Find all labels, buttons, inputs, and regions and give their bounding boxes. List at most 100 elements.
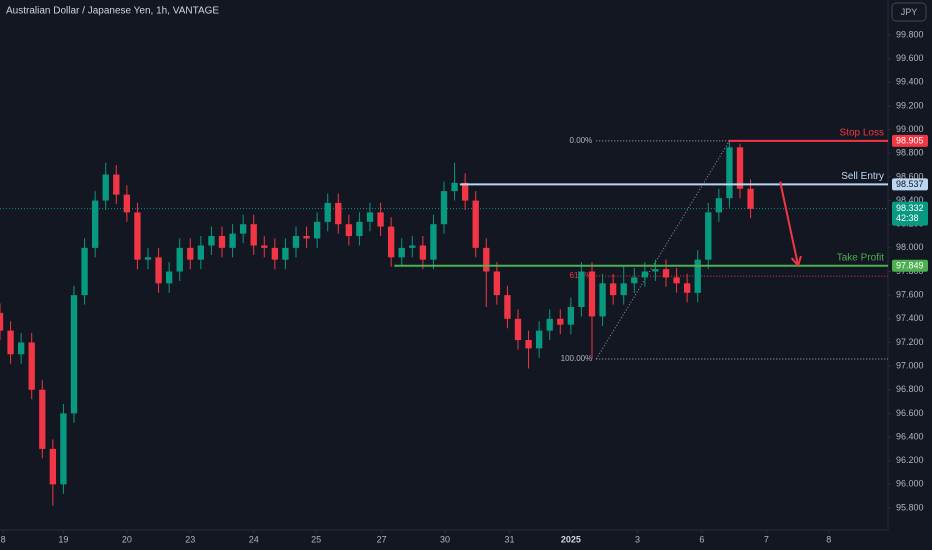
candle-body	[0, 312, 4, 331]
candle-body	[557, 318, 564, 325]
x-tick-label: 30	[440, 534, 450, 544]
candle-body	[356, 221, 363, 237]
candle-body	[599, 283, 606, 317]
level-tag-label: 97.849	[896, 261, 924, 271]
candle-body	[736, 147, 744, 189]
candle-body	[229, 233, 236, 248]
candle-body	[387, 226, 395, 258]
y-tick-label: 96.000	[896, 479, 924, 489]
candle-body	[250, 224, 257, 246]
y-tick-label: 98.000	[896, 242, 924, 252]
candle-body	[39, 389, 46, 449]
candle-body	[631, 277, 638, 284]
current-price-label: 98.332	[896, 203, 924, 213]
candle-body	[451, 182, 458, 192]
candle-body	[176, 247, 183, 272]
y-tick-label: 98.400	[896, 195, 924, 205]
candle-body	[102, 174, 109, 201]
candle-body	[472, 200, 479, 248]
candle-body	[81, 247, 88, 296]
y-tick-label: 99.800	[896, 29, 924, 39]
level-tag	[892, 259, 928, 272]
candle-body	[208, 236, 215, 246]
currency-button[interactable]	[891, 2, 927, 22]
candle-body	[525, 340, 532, 349]
candle-body	[335, 202, 342, 225]
x-tick-label: 2025	[561, 534, 581, 544]
y-tick-label: 97.000	[896, 360, 924, 370]
candle-body	[155, 257, 162, 284]
candle-body	[398, 247, 405, 258]
countdown-label: 42:38	[896, 213, 919, 223]
candle-body	[747, 188, 754, 209]
candle-body	[313, 221, 321, 239]
arrow-shaft	[779, 181, 800, 266]
x-tick-label: 19	[58, 534, 68, 544]
candle-body	[588, 271, 596, 317]
y-tick-label: 98.600	[896, 171, 924, 181]
y-tick-label: 96.600	[896, 408, 924, 418]
candle-body	[271, 247, 279, 260]
candle-body	[239, 224, 247, 234]
y-tick-label: 98.800	[896, 148, 924, 158]
candle-body	[113, 174, 120, 195]
level-tag-label: 98.537	[896, 179, 924, 189]
current-price-tag	[892, 201, 928, 226]
fib-label: 0.00%	[570, 136, 593, 145]
candle-body	[134, 212, 141, 260]
x-tick-label: 20	[122, 534, 132, 544]
candle-body	[409, 245, 416, 248]
y-tick-label: 96.400	[896, 431, 924, 441]
candle-body	[282, 247, 289, 260]
level-tag	[892, 134, 928, 147]
fib-label: 100.00%	[561, 354, 593, 363]
x-tick-label: 6	[699, 534, 704, 544]
x-tick-label: 23	[185, 534, 195, 544]
candle-body	[430, 224, 437, 260]
y-tick-label: 97.200	[896, 337, 924, 347]
candle-body	[49, 448, 57, 485]
candle-body	[7, 330, 14, 355]
candle-body	[440, 191, 448, 225]
candle-body	[461, 182, 469, 201]
candle-body	[197, 245, 205, 260]
candle-body	[70, 295, 78, 414]
candle-body	[609, 283, 617, 296]
candle-body	[535, 330, 543, 349]
level-name: Sell Entry	[841, 171, 884, 182]
candle-body	[504, 295, 511, 319]
x-tick-label: 24	[249, 534, 259, 544]
candle-body	[419, 245, 427, 260]
fib-trend-line	[595, 140, 730, 360]
x-tick-label: 3	[635, 534, 640, 544]
candle-body	[324, 202, 331, 222]
y-tick-label: 97.400	[896, 313, 924, 323]
candle-body	[366, 212, 374, 222]
y-tick-label: 99.000	[896, 124, 924, 134]
candle-body	[17, 342, 25, 355]
candle-body	[705, 212, 712, 260]
level-name: Take Profit	[837, 252, 884, 263]
candle-body	[546, 318, 553, 331]
candle-body	[578, 271, 585, 307]
y-tick-label: 95.800	[896, 502, 924, 512]
y-tick-label: 99.200	[896, 100, 924, 110]
candle-body	[652, 269, 659, 272]
x-tick-label: 31	[505, 534, 515, 544]
candle-body	[144, 257, 152, 260]
candle-body	[620, 283, 627, 296]
candle-body	[483, 247, 490, 272]
candle-body	[641, 271, 649, 278]
arrow-head	[790, 255, 802, 268]
y-tick-label: 99.400	[896, 77, 924, 87]
candle-body	[345, 224, 353, 237]
level-name: Stop Loss	[840, 127, 884, 138]
currency-label[interactable]: JPY	[901, 7, 918, 17]
x-tick-label: 25	[311, 534, 321, 544]
candle-body	[292, 236, 300, 248]
candle-body	[91, 200, 99, 248]
candle-body	[567, 306, 575, 325]
